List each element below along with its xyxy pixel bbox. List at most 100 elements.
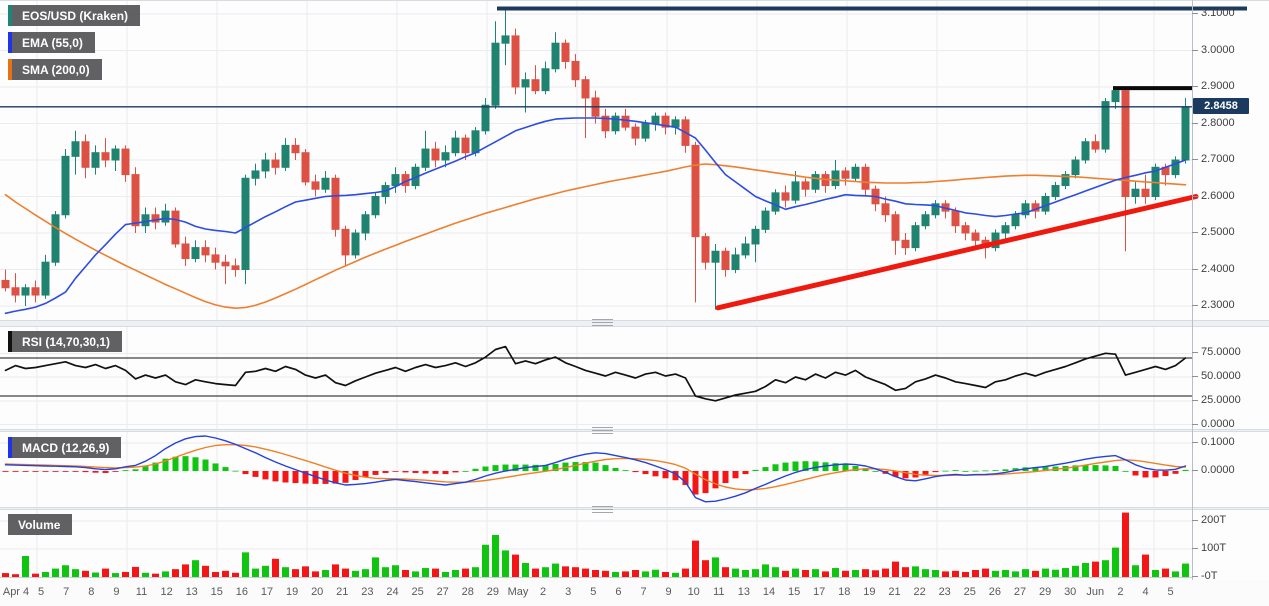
candle-up: [91, 152, 100, 168]
volume-bar-up: [62, 565, 69, 577]
candle-down: [101, 152, 110, 161]
volume-bar-down: [1032, 570, 1039, 577]
volume-bar-down: [562, 566, 569, 577]
rsi-pane[interactable]: [0, 326, 1269, 430]
candle-up: [391, 174, 400, 187]
date-label: 21: [336, 586, 349, 598]
macd-tick-label: 0.1000: [1201, 436, 1235, 448]
macd-hist-down: [252, 471, 259, 477]
candle-down: [1, 279, 10, 289]
legend-sma[interactable]: SMA (200,0): [8, 59, 102, 80]
candle-up: [441, 152, 450, 161]
legend-rsi[interactable]: RSI (14,70,30,1): [8, 331, 123, 352]
date-label: 14: [762, 586, 776, 598]
candlestick-chart[interactable]: [0, 1, 1269, 320]
volume-bar-down: [962, 571, 969, 577]
candle-up: [361, 214, 370, 234]
volume-bar-down: [202, 565, 209, 577]
pane-resize-handle[interactable]: [592, 506, 613, 514]
macd-hist-down: [432, 471, 439, 474]
macd-hist-down: [62, 471, 69, 472]
axis-tick: [1192, 470, 1198, 471]
date-axis[interactable]: Apr 4 5 7 8 9 11 12 13 15 16 17 19 20 21 23 24 25 27 28 29 M…: [0, 580, 1269, 606]
volume-bar-down: [342, 568, 349, 577]
macd-accent-bar: [8, 437, 12, 458]
macd-hist-up: [192, 457, 199, 471]
macd-hist-up: [992, 470, 999, 471]
rsi-tick-label: 25.0000: [1201, 393, 1241, 406]
macd-hist-down: [12, 471, 19, 472]
date-label: 4: [1142, 586, 1149, 598]
candle-down: [951, 210, 960, 227]
sma-label: SMA (200,0): [12, 59, 102, 80]
price-pane[interactable]: [0, 0, 1269, 321]
macd-hist-down: [312, 471, 319, 484]
macd-hist-up: [862, 468, 869, 471]
volume-bar-up: [1062, 568, 1069, 577]
legend-symbol[interactable]: EOS/USD (Kraken): [8, 5, 141, 26]
candle-down: [1141, 188, 1150, 197]
volume-bar-down: [1162, 568, 1169, 577]
pane-resize-handle[interactable]: [592, 319, 613, 327]
volume-bar-up: [642, 571, 649, 577]
candle-up: [611, 115, 620, 132]
date-label: Jun: [1086, 586, 1105, 598]
volume-bar-down: [572, 567, 579, 577]
date-label: 15: [787, 586, 801, 598]
rsi-line: [4, 345, 1187, 402]
volume-bar-down: [592, 570, 599, 577]
candle-up: [791, 181, 800, 201]
price-tick-label: 2.8000: [1201, 116, 1235, 129]
rsi-tick-label: 75.0000: [1201, 346, 1241, 359]
candle-down: [621, 115, 630, 128]
macd-pane[interactable]: [0, 431, 1269, 508]
macd-hist-down: [672, 471, 679, 481]
date-label: 28: [461, 586, 474, 598]
macd-hist-up: [542, 465, 549, 471]
axis-tick: [1192, 423, 1198, 425]
volume-bar-down: [222, 570, 229, 577]
volume-bar-down: [2, 573, 9, 577]
macd-hist-up: [212, 463, 219, 471]
legend-volume[interactable]: Volume: [8, 514, 73, 535]
volume-bar-down: [172, 569, 179, 577]
macd-hist-down: [272, 471, 279, 482]
candle-up: [161, 210, 170, 223]
macd-hist-down: [342, 471, 349, 483]
candle-up: [711, 250, 720, 263]
candle-down: [271, 159, 280, 168]
volume-pane[interactable]: [0, 509, 1269, 581]
price-axis[interactable]: 2.8458 3.1000 3.0000 2.9000 2.8000 2.7000 2.6…: [1192, 0, 1269, 582]
macd-hist-down: [42, 471, 49, 472]
volume-bar-up: [1082, 563, 1089, 577]
candle-down: [311, 181, 320, 190]
macd-hist-up: [122, 470, 129, 471]
volume-tick-label: 100T: [1201, 542, 1227, 554]
macd-hist-down: [902, 471, 909, 479]
candle-down: [561, 42, 570, 62]
macd-hist-up: [202, 459, 209, 471]
volume-bar-up: [1072, 565, 1079, 577]
axis-tick: [1192, 576, 1198, 577]
volume-bar-down: [432, 568, 439, 577]
volume-bar-down: [632, 570, 639, 577]
legend-ema[interactable]: EMA (55,0): [8, 32, 95, 53]
pane-resize-handle[interactable]: [592, 427, 613, 435]
date-label: 30: [1064, 586, 1077, 598]
macd-chart[interactable]: [0, 432, 1269, 507]
rsi-chart[interactable]: [0, 327, 1269, 429]
volume-bar-down: [842, 570, 849, 577]
macd-hist-down: [1162, 471, 1169, 477]
macd-hist-down: [82, 471, 89, 473]
volume-chart[interactable]: [0, 510, 1269, 580]
macd-hist-down: [22, 471, 29, 472]
volume-bar-up: [762, 564, 769, 577]
candle-down: [961, 225, 970, 234]
macd-hist-down: [292, 471, 299, 484]
legend-macd[interactable]: MACD (12,26,9): [8, 437, 122, 458]
macd-tick-label: 0.0000: [1201, 464, 1235, 476]
candle-down: [11, 287, 20, 296]
volume-bar-down: [682, 568, 689, 577]
candle-up: [471, 130, 480, 154]
volume-bar-down: [232, 572, 239, 577]
